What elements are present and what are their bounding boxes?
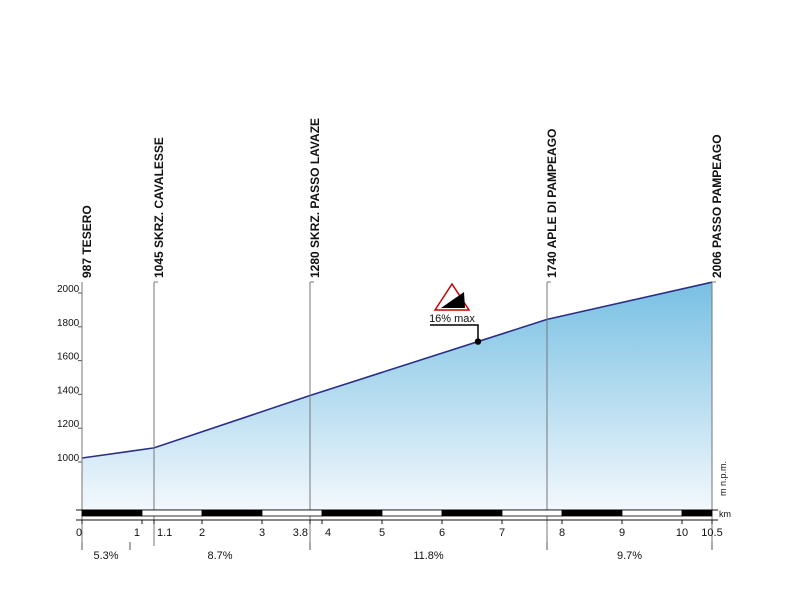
km-scale-segment xyxy=(501,509,563,517)
x-tick-label: 5 xyxy=(379,527,385,539)
gradient-label: 9.7% xyxy=(617,550,642,562)
x-tick-label: 10.5 xyxy=(701,527,722,539)
x-tick-label: 3 xyxy=(259,527,265,539)
slope-icon xyxy=(441,292,465,308)
km-scale-segment xyxy=(441,509,503,517)
x-tick-label: 8 xyxy=(559,527,565,539)
km-scale-segment xyxy=(561,509,623,517)
y-tick-label: 1200 xyxy=(57,419,80,430)
x-tick-label: 1.1 xyxy=(157,527,172,539)
profile-area xyxy=(82,282,712,510)
max-grade-label: 16% max xyxy=(429,313,475,325)
km-scale-segment xyxy=(621,509,683,517)
km-scale-segment xyxy=(321,509,383,517)
y-tick-label: 1600 xyxy=(57,352,80,363)
y-tick-label: 1800 xyxy=(57,318,80,329)
waypoint-label: 1280 SKRZ. PASSO LAVAZE xyxy=(308,118,322,278)
y-tick-label: 1000 xyxy=(57,453,80,464)
y-tick-label: 2000 xyxy=(57,284,80,295)
y-tick-label: 1400 xyxy=(57,385,80,396)
y-axis-label: m n.p.m. xyxy=(718,461,728,496)
km-scale-segment xyxy=(681,509,713,517)
max-grade-leader xyxy=(430,324,479,342)
gradient-label: 8.7% xyxy=(207,550,232,562)
x-tick-label: 4 xyxy=(325,527,331,539)
gradient-label: 11.8% xyxy=(413,550,444,562)
km-scale-segment xyxy=(141,509,203,517)
km-scale-segment xyxy=(201,509,263,517)
x-tick-label: 7 xyxy=(499,527,505,539)
x-tick-label: 2 xyxy=(199,527,205,539)
x-tick-label: 0 xyxy=(76,527,82,539)
km-scale-segment xyxy=(381,509,443,517)
waypoint-label: 1740 APLE DI PAMPEAGO xyxy=(545,129,559,278)
x-tick-label: 1 xyxy=(134,527,140,539)
x-tick-label: 10 xyxy=(676,527,688,539)
km-scale-segment xyxy=(81,509,143,517)
x-tick-label: 3.8 xyxy=(293,527,308,539)
x-axis-label: km xyxy=(719,509,731,519)
waypoint-label: 987 TESERO xyxy=(80,205,94,278)
waypoint-label: 2006 PASSO PAMPEAGO xyxy=(710,134,724,278)
x-tick-label: 6 xyxy=(439,527,445,539)
max-grade-point xyxy=(474,338,482,345)
waypoint-label: 1045 SKRZ. CAVALESSE xyxy=(152,137,166,278)
x-tick-label: 9 xyxy=(619,527,625,539)
km-scale-segment xyxy=(261,509,323,517)
gradient-label: 5.3% xyxy=(93,550,118,562)
